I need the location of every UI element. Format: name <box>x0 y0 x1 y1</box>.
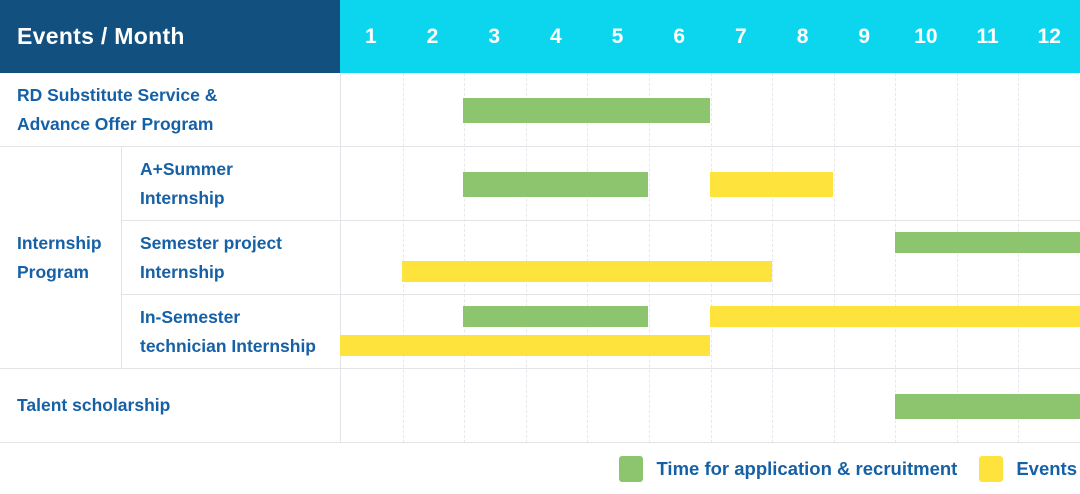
legend-label: Time for application & recruitment <box>656 458 958 479</box>
month-gridline <box>1018 73 1020 443</box>
month-gridline <box>587 73 589 443</box>
month-gridline <box>402 73 404 443</box>
row-label: A+Summer Internship <box>122 147 340 220</box>
gantt-bar-yellow <box>710 306 1080 327</box>
gantt-bar-green <box>895 394 1080 419</box>
table-row-a-plus-summer: A+Summer Internship <box>122 147 1080 221</box>
legend-label: Events <box>1016 458 1077 479</box>
row-label-line: Advance Offer Program <box>17 113 214 134</box>
month-header: 3 <box>488 24 501 48</box>
month-gridline <box>772 73 774 443</box>
month-gridline <box>464 73 466 443</box>
row-label-line: RD Substitute Service & <box>17 84 218 105</box>
month-header: 8 <box>796 24 809 48</box>
row-chart-area <box>340 369 1080 442</box>
table-body: RD Substitute Service & Advance Offer Pr… <box>0 73 1080 443</box>
month-gridline <box>956 73 958 443</box>
month-header: 7 <box>735 24 747 48</box>
table-row-talent-scholarship: Talent scholarship <box>0 369 1080 443</box>
group-label-line: Internship <box>17 232 102 253</box>
table-row-semester-project: Semester project Internship <box>122 221 1080 295</box>
group-label-cell: Internship Program <box>0 147 122 368</box>
row-chart-area <box>340 295 1080 368</box>
gantt-bar-green <box>895 232 1080 253</box>
row-label-line: Semester project <box>140 232 283 253</box>
row-label: RD Substitute Service & Advance Offer Pr… <box>0 73 340 146</box>
month-gridline <box>895 73 897 443</box>
row-label: Talent scholarship <box>0 369 340 442</box>
row-chart-area <box>340 147 1080 220</box>
table-row-in-semester-technician: In-Semester technician Internship <box>122 295 1080 368</box>
table-row-rd-substitute: RD Substitute Service & Advance Offer Pr… <box>0 73 1080 147</box>
month-header: 9 <box>858 24 871 48</box>
month-header: 5 <box>611 24 624 48</box>
legend: Time for application & recruitment Event… <box>0 456 1077 482</box>
month-gridlines <box>340 73 1080 443</box>
row-label-line: Talent scholarship <box>17 395 171 415</box>
month-gridline <box>525 73 527 443</box>
month-gridline <box>648 73 650 443</box>
row-label-line: technician Internship <box>140 335 316 356</box>
row-chart-area <box>340 73 1080 146</box>
schedule-table: Events / Month 1 2 3 4 5 6 7 8 9 10 11 1… <box>0 0 1080 443</box>
row-chart-area <box>340 221 1080 294</box>
gantt-bar-yellow <box>340 335 710 356</box>
gantt-bar-green <box>463 98 710 123</box>
row-label-line: A+Summer <box>140 158 233 179</box>
row-label-line: Internship <box>140 261 225 282</box>
month-header-band: 1 2 3 4 5 6 7 8 9 10 11 12 <box>340 0 1080 73</box>
month-header: 1 <box>364 24 377 48</box>
row-label: In-Semester technician Internship <box>122 295 340 368</box>
legend-item-application-recruitment: Time for application & recruitment <box>619 456 957 482</box>
gantt-bar-yellow <box>710 172 834 197</box>
internship-program-group: Internship Program A+Summer Internship S… <box>0 147 1080 369</box>
row-label-line: Internship <box>140 187 225 208</box>
legend-swatch-yellow <box>979 456 1004 482</box>
gantt-bar-yellow <box>401 261 772 282</box>
header-title: Events / Month <box>17 23 185 49</box>
month-gridline <box>710 73 712 443</box>
group-rows: A+Summer Internship Semester project Int… <box>122 147 1080 368</box>
month-gridline <box>833 73 835 443</box>
row-label-line: In-Semester <box>140 306 241 327</box>
gantt-bar-green <box>463 306 649 327</box>
gantt-bar-green <box>463 172 649 197</box>
table-header-row: Events / Month 1 2 3 4 5 6 7 8 9 10 11 1… <box>0 0 1080 73</box>
legend-item-events: Events <box>979 456 1077 482</box>
month-header: 10 <box>914 24 938 48</box>
month-header: 6 <box>673 24 686 48</box>
month-header: 2 <box>426 24 439 48</box>
month-header: 11 <box>976 24 999 48</box>
month-header: 4 <box>550 24 562 48</box>
header-title-cell: Events / Month <box>0 0 340 73</box>
row-label: Semester project Internship <box>122 221 340 294</box>
month-header: 12 <box>1037 24 1061 48</box>
legend-swatch-green <box>619 456 644 482</box>
group-label-line: Program <box>17 261 89 282</box>
